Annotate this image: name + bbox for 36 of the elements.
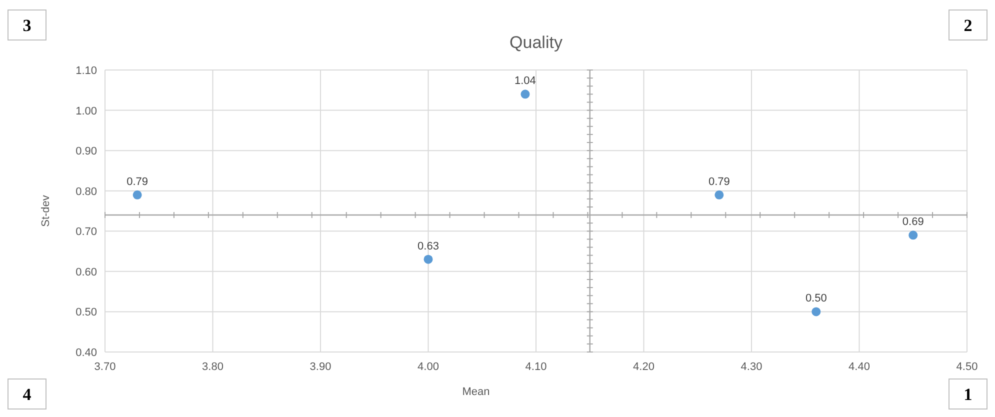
data-label: 0.50	[805, 292, 827, 305]
point	[520, 90, 530, 99]
x-tick-label: 4.30	[740, 361, 762, 373]
x-tick-label: 4.20	[633, 361, 654, 373]
y-axis-title: St-dev	[40, 194, 52, 227]
point	[714, 190, 724, 200]
x-tick-label: 4.40	[848, 361, 870, 373]
data-label: 1.04	[514, 75, 536, 88]
x-tick-label: 4.50	[956, 361, 978, 373]
text: 3	[22, 16, 32, 35]
point	[812, 307, 821, 316]
y-tick-label: 0.90	[76, 146, 97, 158]
chart-title: Quality	[510, 33, 563, 52]
y-tick-label: 1.00	[76, 105, 97, 118]
point	[424, 254, 433, 264]
y-tick-label: 0.50	[76, 306, 97, 319]
x-axis-title: Mean	[462, 386, 490, 398]
x-tick-label: 4.10	[525, 361, 547, 373]
y-tick-label: 0.60	[76, 266, 97, 278]
x-tick-label: 3.80	[202, 361, 224, 373]
x-tick-label: 3.70	[94, 361, 116, 373]
text: 1	[964, 385, 972, 404]
y-tick-label: 1.10	[76, 65, 97, 77]
point	[908, 230, 918, 240]
point	[132, 190, 142, 200]
data-label: 0.69	[902, 216, 924, 228]
y-tick-label: 0.40	[76, 347, 97, 359]
text: 4	[22, 385, 32, 404]
y-tick-label: 0.70	[76, 226, 97, 238]
y-tick-label: 0.80	[76, 186, 97, 198]
data-label: 0.79	[708, 176, 730, 188]
x-tick-label: 3.90	[310, 361, 332, 373]
data-label: 0.79	[126, 176, 148, 188]
x-tick-label: 4.00	[418, 361, 439, 373]
data-label: 0.63	[418, 240, 439, 252]
text: 2	[964, 16, 972, 35]
